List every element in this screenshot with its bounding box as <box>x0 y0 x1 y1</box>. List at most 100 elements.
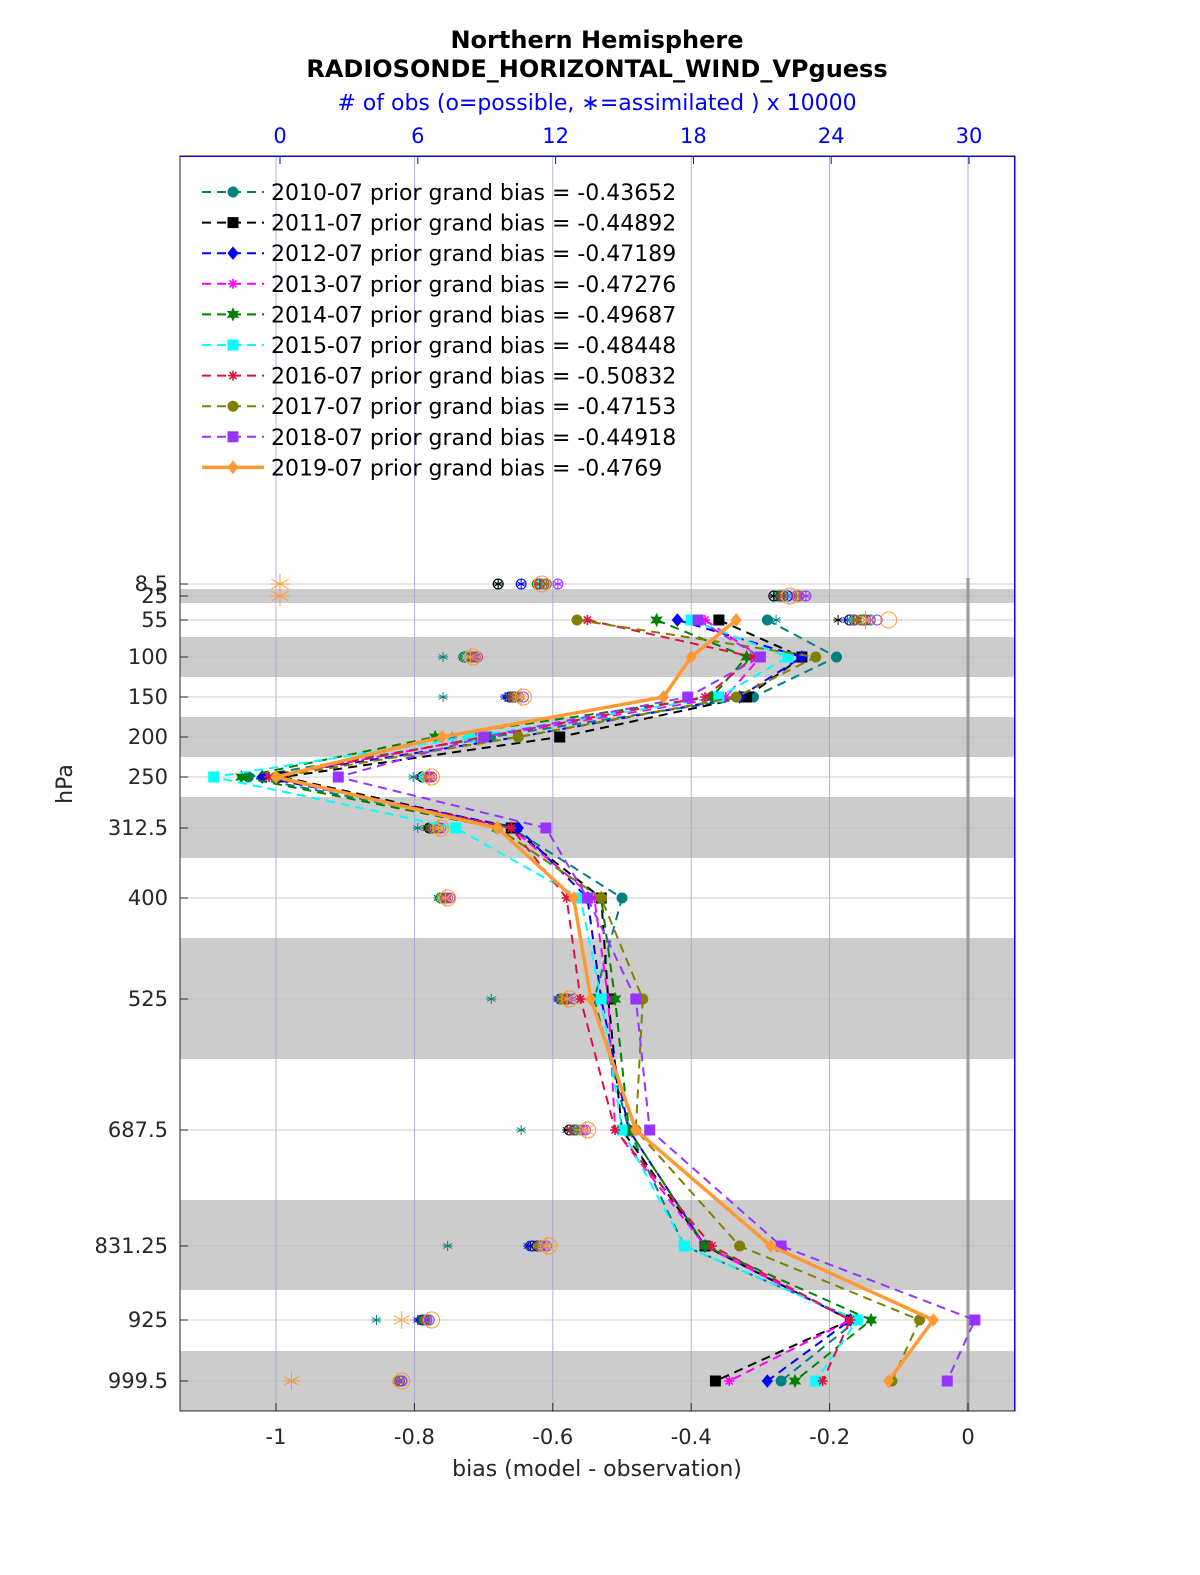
series-point <box>761 1374 773 1388</box>
obs-assimilated-marker <box>512 688 531 706</box>
x-tick-label: -0.8 <box>394 1425 435 1449</box>
y-tick-label: 8.5 <box>135 572 168 596</box>
series-point <box>644 1124 656 1136</box>
series-point <box>208 771 220 783</box>
series-point <box>571 614 583 626</box>
level-band <box>180 1200 1015 1290</box>
top-axis-line <box>180 156 1015 157</box>
series-point <box>765 1239 777 1253</box>
chart-title: Northern Hemisphere <box>450 26 743 54</box>
series-point <box>709 1375 721 1387</box>
series-point <box>595 993 607 1005</box>
series-point <box>882 1374 895 1388</box>
obs-assimilated-marker <box>849 615 860 625</box>
obs-assimilated-marker <box>800 591 811 601</box>
series-point <box>700 692 711 702</box>
series-line <box>275 619 921 1382</box>
legend-marker <box>227 246 239 260</box>
series-line <box>275 618 937 1383</box>
obs-assimilated-marker <box>576 1121 595 1139</box>
legend: 2010-07 prior grand bias = -0.43652 2011-… <box>202 181 676 481</box>
series-line <box>213 619 859 1382</box>
y-tick-label: 925 <box>128 1308 168 1332</box>
y-tick-label: 150 <box>128 685 168 709</box>
obs-possible-marker <box>393 1372 411 1390</box>
y-tick-label: 200 <box>128 725 168 749</box>
series-line <box>334 619 977 1382</box>
y-tick-label: 25 <box>141 584 168 608</box>
series-point <box>761 614 773 626</box>
series-point <box>817 1376 828 1386</box>
legend-marker <box>227 460 239 475</box>
series-point <box>724 1376 735 1386</box>
series-point <box>506 823 517 833</box>
grid-lines <box>180 156 1015 1411</box>
series-line <box>282 619 853 1382</box>
series-lines <box>208 612 981 1389</box>
y-tick-label: 100 <box>128 645 168 669</box>
right-axis-line <box>1014 156 1015 1411</box>
y-tick-label: 250 <box>128 765 168 789</box>
legend-entry: 2018-07 prior grand bias = -0.44918 <box>271 426 676 451</box>
series-point <box>575 994 586 1004</box>
y-axis-label: hPa <box>53 764 78 804</box>
obs-count-markers <box>270 574 898 1390</box>
obs-assimilated-marker <box>461 648 480 666</box>
series-point <box>270 770 282 784</box>
obs-assimilated-marker <box>523 1241 534 1251</box>
obs-assimilated-marker <box>534 579 545 589</box>
series-point <box>630 993 642 1005</box>
series-point <box>595 892 607 904</box>
obs-assimilated-marker <box>537 1237 556 1255</box>
series-point <box>706 1241 717 1251</box>
series-point <box>450 822 462 834</box>
series-point <box>585 992 597 1006</box>
series-point <box>754 651 766 663</box>
series-point <box>540 822 552 834</box>
top-tick-label: 30 <box>956 124 983 148</box>
legend-entry: 2019-07 prior grand bias = -0.4769 <box>271 456 662 481</box>
obs-assimilated-marker <box>516 579 527 589</box>
x-tick-label: -1 <box>266 1425 287 1449</box>
obs-assimilated-marker <box>856 611 875 629</box>
y-tick-label: 999.5 <box>108 1369 168 1393</box>
series-point <box>845 1315 856 1325</box>
y-tick-label: 831.25 <box>95 1234 168 1258</box>
level-band <box>180 797 1015 858</box>
obs-assimilated-marker <box>771 615 782 625</box>
series-point <box>678 1240 690 1252</box>
x-axis-label: bias (model - observation) <box>452 1457 742 1482</box>
legend-entry: 2014-07 prior grand bias = -0.49687 <box>271 303 676 328</box>
series-point <box>788 1373 802 1389</box>
y-tick-label: 525 <box>128 987 168 1011</box>
series-point <box>927 1313 940 1327</box>
x-tick-label: -0.4 <box>671 1425 712 1449</box>
series-point <box>713 691 725 703</box>
x-tick-label: 0 <box>961 1425 974 1449</box>
obs-assimilated-marker <box>270 574 290 594</box>
series-point <box>650 612 663 628</box>
series-point <box>436 730 448 744</box>
legend-marker <box>227 217 239 229</box>
top-tick-label: 24 <box>818 124 845 148</box>
legend-marker <box>228 370 238 381</box>
obs-assimilated-marker <box>392 1311 411 1329</box>
legend-entry: 2015-07 prior grand bias = -0.48448 <box>271 334 676 359</box>
obs-assimilated-marker <box>558 990 577 1008</box>
series-point <box>478 731 490 743</box>
series-line <box>262 619 853 1382</box>
legend-entry: 2016-07 prior grand bias = -0.50832 <box>271 365 676 390</box>
series-point <box>630 1123 642 1137</box>
series-point <box>332 771 344 783</box>
series-point <box>567 891 580 905</box>
legend-marker <box>227 400 239 412</box>
series-point <box>713 614 725 626</box>
series-point <box>831 651 843 663</box>
obs-assimilated-marker <box>394 1376 405 1386</box>
obs-assimilated-marker <box>412 823 423 833</box>
chart-subtitle: RADIOSONDE_HORIZONTAL_WIND_VPguess <box>306 55 887 83</box>
obs-assimilated-marker <box>436 889 455 907</box>
legend-entry: 2012-07 prior grand bias = -0.47189 <box>271 242 676 267</box>
x-tick-label: -0.2 <box>809 1425 850 1449</box>
